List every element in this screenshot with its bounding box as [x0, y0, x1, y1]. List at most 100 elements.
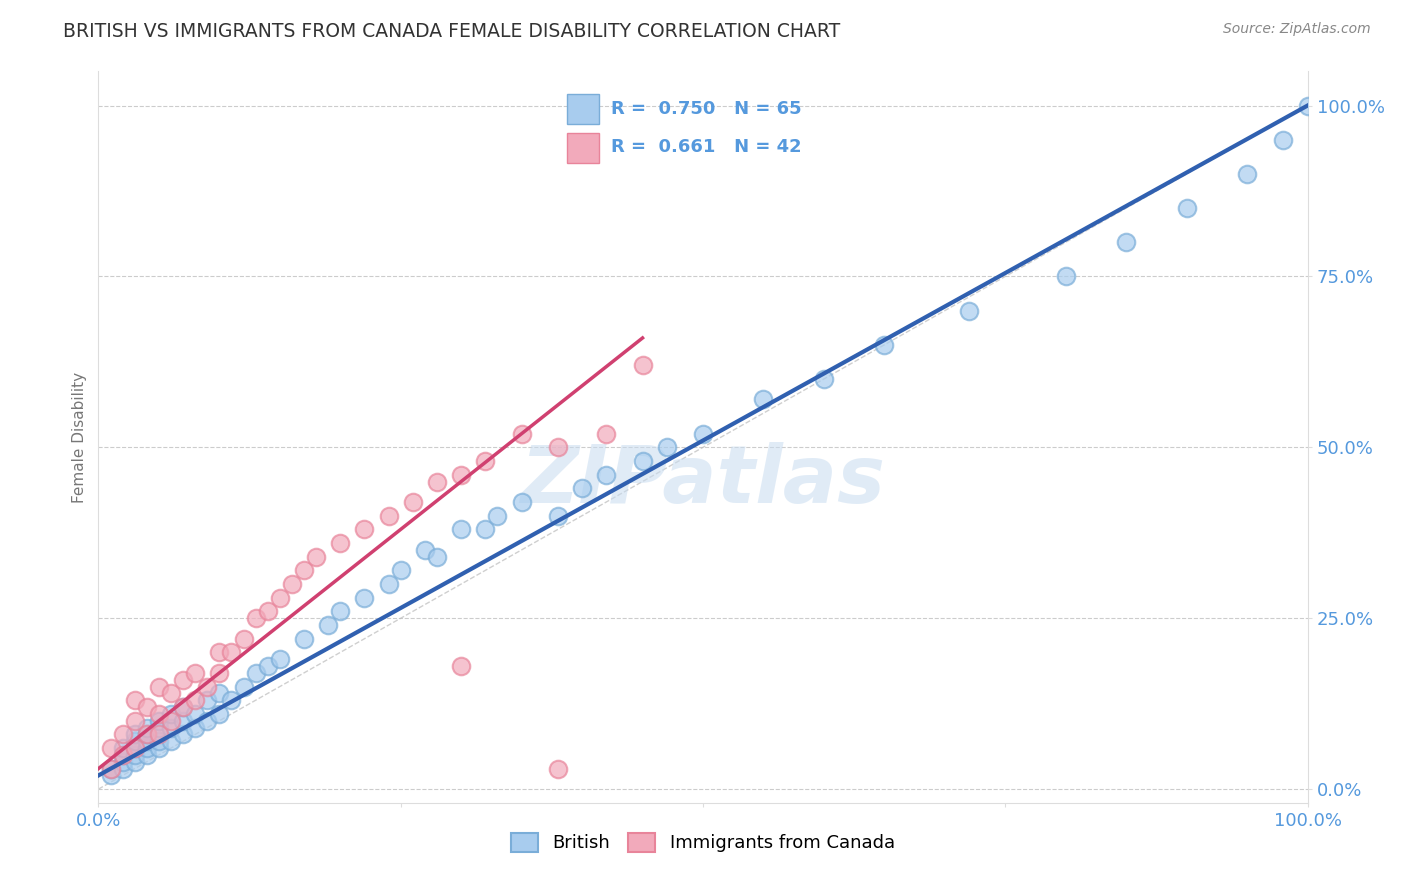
Point	[329, 536, 352, 550]
Point	[148, 680, 170, 694]
Text: Source: ZipAtlas.com: Source: ZipAtlas.com	[1223, 22, 1371, 37]
Point	[148, 721, 170, 735]
Point	[184, 665, 207, 680]
Point	[1236, 167, 1258, 181]
Point	[160, 686, 183, 700]
Text: ZIPatlas: ZIPatlas	[520, 442, 886, 520]
Point	[111, 741, 134, 756]
Point	[172, 700, 194, 714]
Point	[172, 727, 194, 741]
Point	[402, 495, 425, 509]
Point	[256, 604, 278, 618]
Point	[111, 747, 134, 762]
Point	[111, 747, 134, 762]
Point	[474, 522, 496, 536]
Point	[160, 706, 183, 721]
Point	[100, 762, 122, 776]
Point	[184, 706, 207, 721]
Point	[413, 542, 436, 557]
Point	[389, 563, 412, 577]
Point	[111, 727, 134, 741]
Point	[353, 522, 375, 536]
Point	[195, 693, 218, 707]
Point	[124, 727, 146, 741]
Point	[195, 714, 218, 728]
Point	[547, 440, 569, 454]
Point	[160, 734, 183, 748]
Point	[124, 741, 146, 756]
Point	[353, 591, 375, 605]
Point	[221, 693, 243, 707]
Point	[184, 693, 207, 707]
Point	[281, 577, 304, 591]
Point	[426, 549, 449, 564]
Point	[148, 741, 170, 756]
Point	[148, 734, 170, 748]
Point	[135, 734, 157, 748]
Point	[172, 714, 194, 728]
Point	[111, 755, 134, 769]
Point	[148, 714, 170, 728]
Point	[1296, 98, 1319, 112]
Point	[100, 768, 122, 782]
Point	[135, 721, 157, 735]
Point	[232, 632, 254, 646]
Point	[547, 508, 569, 523]
Point	[135, 727, 157, 741]
Point	[208, 686, 231, 700]
Point	[269, 591, 291, 605]
Point	[450, 522, 472, 536]
Point	[316, 618, 339, 632]
Point	[208, 645, 231, 659]
Point	[208, 665, 231, 680]
Legend: British, Immigrants from Canada: British, Immigrants from Canada	[503, 826, 903, 860]
Point	[292, 632, 315, 646]
Point	[655, 440, 678, 454]
Point	[184, 721, 207, 735]
Point	[135, 747, 157, 762]
Point	[1054, 269, 1077, 284]
Point	[124, 755, 146, 769]
Point	[172, 700, 194, 714]
Point	[269, 652, 291, 666]
Point	[305, 549, 328, 564]
Point	[873, 338, 896, 352]
Point	[245, 665, 267, 680]
Point	[547, 762, 569, 776]
Point	[1175, 201, 1198, 215]
Point	[135, 741, 157, 756]
Point	[377, 508, 399, 523]
Point	[377, 577, 399, 591]
Point	[195, 680, 218, 694]
Point	[172, 673, 194, 687]
Point	[752, 392, 775, 407]
Point	[510, 426, 533, 441]
Point	[256, 659, 278, 673]
Point	[426, 475, 449, 489]
Point	[595, 467, 617, 482]
Point	[135, 700, 157, 714]
Point	[100, 762, 122, 776]
Point	[124, 747, 146, 762]
Point	[221, 645, 243, 659]
Point	[1115, 235, 1137, 250]
Point	[124, 693, 146, 707]
Point	[111, 762, 134, 776]
Point	[208, 706, 231, 721]
Point	[124, 714, 146, 728]
Point	[124, 734, 146, 748]
Point	[631, 454, 654, 468]
Point	[957, 303, 980, 318]
Point	[148, 706, 170, 721]
Point	[595, 426, 617, 441]
Point	[135, 727, 157, 741]
Point	[160, 721, 183, 735]
Point	[631, 359, 654, 373]
Point	[450, 467, 472, 482]
Point	[292, 563, 315, 577]
Point	[329, 604, 352, 618]
Point	[813, 372, 835, 386]
Point	[148, 727, 170, 741]
Point	[571, 481, 593, 495]
Point	[450, 659, 472, 673]
